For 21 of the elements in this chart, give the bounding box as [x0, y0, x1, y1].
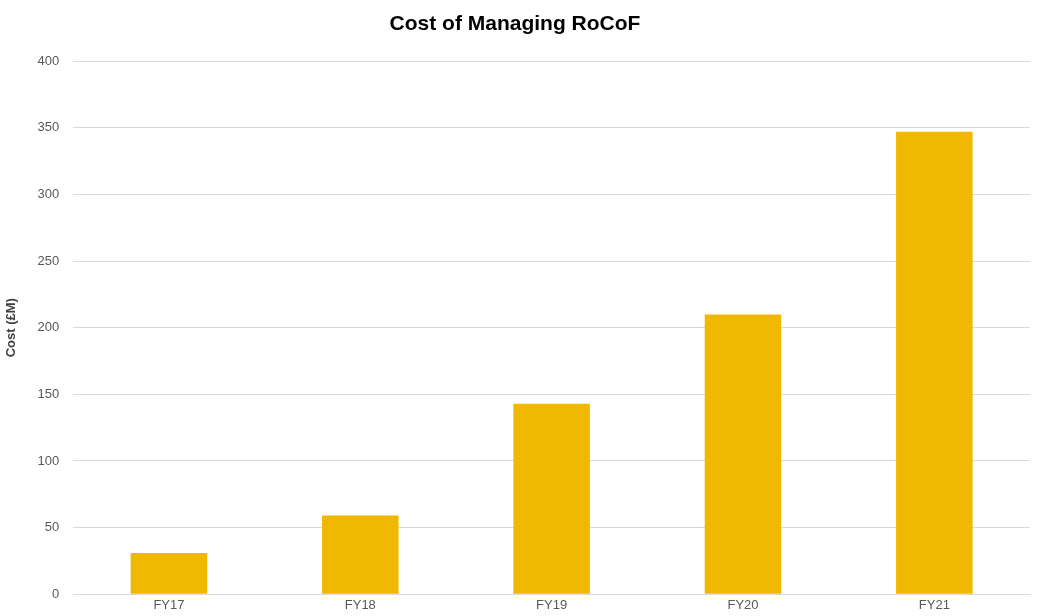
y-tick-label: 50: [44, 519, 60, 535]
y-tick-label: 0: [52, 585, 60, 601]
y-tick-label: 200: [37, 319, 60, 335]
x-tick-label: FY20: [727, 596, 759, 612]
y-tick-label: 350: [37, 119, 60, 135]
y-tick-label: 300: [37, 186, 60, 202]
y-tick-label: 250: [37, 252, 60, 268]
x-tick-label: FY21: [918, 596, 950, 612]
chart-title: Cost of Managing RoCoF: [389, 11, 641, 35]
y-tick-label: 100: [37, 452, 60, 468]
x-tick-label: FY17: [153, 596, 185, 612]
bar: [513, 403, 590, 594]
bar: [322, 515, 399, 594]
y-axis-title: Cost (£M): [3, 298, 19, 358]
x-tick-label: FY18: [344, 596, 376, 612]
bar: [704, 314, 782, 594]
bar: [896, 131, 973, 594]
x-tick-label: FY19: [536, 596, 568, 612]
y-tick-label: 400: [37, 52, 60, 68]
y-tick-label: 150: [37, 385, 60, 401]
bar: [130, 552, 208, 594]
